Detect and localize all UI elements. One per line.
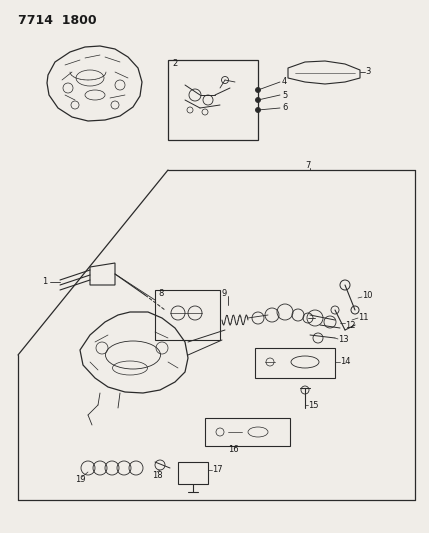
Text: 12: 12 [345,320,356,329]
Circle shape [256,108,260,112]
Text: 9: 9 [222,288,227,297]
Text: 19: 19 [75,475,85,484]
Circle shape [256,98,260,102]
Bar [155,290,220,340]
Text: 14: 14 [340,358,350,367]
Text: 3: 3 [365,68,370,77]
Text: 15: 15 [308,400,318,409]
Text: 6: 6 [282,103,287,112]
Bar [178,462,208,484]
Bar [255,348,335,378]
Text: 7: 7 [305,160,310,169]
Text: 17: 17 [212,465,223,474]
Text: 7714  1800: 7714 1800 [18,14,97,27]
Bar [168,60,258,140]
Circle shape [256,87,260,93]
Text: 10: 10 [362,290,372,300]
Bar [205,418,290,446]
Text: 2: 2 [172,59,177,68]
Text: 4: 4 [282,77,287,86]
Text: 5: 5 [282,91,287,100]
Text: 13: 13 [338,335,349,344]
Text: 18: 18 [152,471,163,480]
Text: 8: 8 [158,289,163,298]
Text: 11: 11 [358,313,369,322]
Text: 1: 1 [42,278,47,287]
Text: 16: 16 [228,446,239,455]
